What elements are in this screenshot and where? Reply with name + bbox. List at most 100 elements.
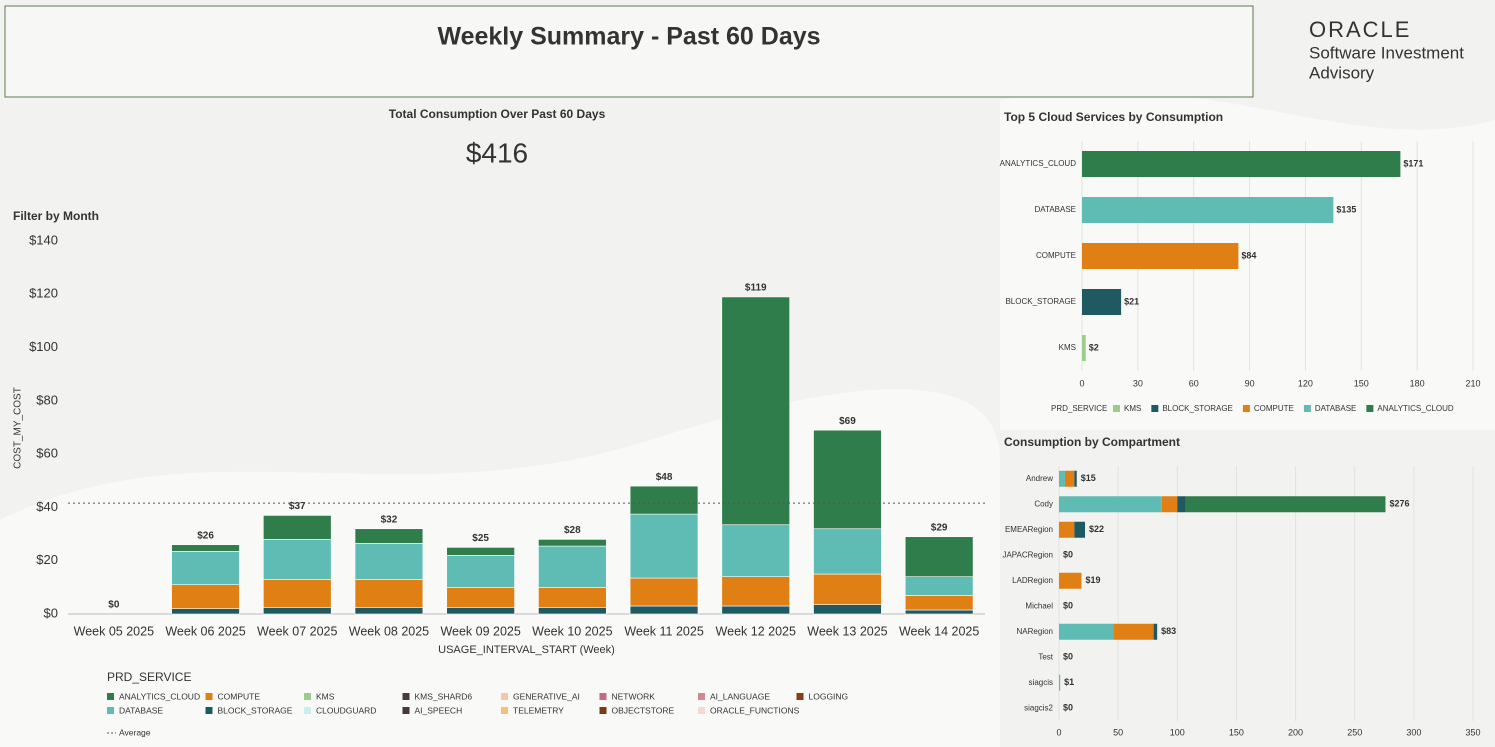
kpi-label: Total Consumption Over Past 60 Days [389,107,606,121]
total-label: $26 [197,530,214,541]
x-tick-label: 0 [1079,378,1084,388]
bar-segment [629,513,699,579]
bar [1082,197,1334,223]
legend-label: LOGGING [809,691,849,701]
y-tick-label: Cody [1034,499,1053,508]
total-label: $0 [1063,703,1073,713]
legend-swatch [501,707,508,714]
legend-swatch [698,707,705,714]
bar-segment [171,608,240,615]
bar [1082,151,1401,177]
bar-segment [263,607,332,615]
legend-swatch [205,693,213,700]
total-label: $1 [1064,677,1074,687]
bar-segment [1177,496,1186,513]
x-tick-label: 150 [1229,727,1244,737]
y-axis-label: COST_MY_COST [13,387,24,469]
legend-swatch [304,707,311,714]
bar-segment [1059,496,1162,513]
legend-label: TELEMETRY [513,705,564,715]
bar-segment [263,515,332,540]
bar-segment [263,539,332,580]
x-axis-label: USAGE_INTERVAL_START (Week) [438,644,615,656]
bar-segment [721,296,790,526]
x-tick-label: Week 10 2025 [532,624,612,638]
legend-label: ORACLE_FUNCTIONS [710,705,800,715]
bar-segment [904,576,974,596]
value-label: $21 [1124,296,1139,306]
filter-label[interactable]: Filter by Month [13,209,99,223]
legend-swatch [796,693,804,700]
chart-title: Consumption by Compartment [1004,435,1180,449]
x-tick-label: Week 05 2025 [74,624,154,638]
bar-segment [538,545,607,588]
legend-title: PRD_SERVICE [1051,404,1107,413]
legend-label: OBJECTSTORE [612,705,675,715]
x-tick-label: Week 14 2025 [899,624,979,638]
legend-swatch [1303,405,1311,412]
y-tick-label: Test [1038,652,1053,661]
legend-swatch [501,693,508,700]
legend-swatch [1151,405,1159,412]
bar-segment [1059,674,1061,691]
bar-segment [354,528,424,544]
bar-segment [1074,470,1077,487]
bar-segment [354,607,424,615]
value-label: $171 [1403,158,1423,168]
x-tick-label: Week 09 2025 [440,624,520,638]
x-tick-label: 120 [1298,378,1313,388]
bar-segment [538,587,607,608]
legend-label: KMS [316,691,335,701]
total-label: $15 [1081,473,1096,483]
legend-swatch [205,707,213,714]
legend-label: BLOCK_STORAGE [1162,404,1233,413]
legend-label: KMS [1124,404,1141,413]
legend-label: CLOUDGUARD [316,705,376,715]
x-tick-label: 210 [1465,378,1480,388]
total-label: $69 [839,416,856,427]
bar-segment [904,536,974,578]
bar-segment [354,579,424,608]
bar-segment [1064,470,1075,487]
y-tick-label: DATABASE [1035,205,1077,214]
y-tick-label: EMEARegion [1005,525,1053,534]
y-tick-label: Andrew [1026,474,1053,483]
bar-segment [538,607,607,615]
legend-swatch [698,693,705,700]
bar-segment [721,576,790,607]
bar-segment [171,584,240,609]
total-label: $83 [1161,626,1176,636]
y-tick-label: BLOCK_STORAGE [1005,297,1076,306]
bar-segment [813,429,882,530]
legend-label: DATABASE [119,705,163,715]
y-tick-label: siagcis [1029,678,1053,687]
bar-segment [171,544,240,552]
y-tick-label: $0 [44,605,58,620]
y-tick-label: COMPUTE [1036,251,1076,260]
bar [1082,243,1239,269]
total-label: $19 [1085,575,1100,585]
y-tick-label: KMS [1059,343,1076,352]
total-label: $0 [1063,550,1073,560]
bar-segment [446,587,515,608]
x-tick-label: 180 [1410,378,1425,388]
y-tick-label: Michael [1025,601,1053,610]
x-tick-label: 350 [1465,727,1480,737]
legend-label: Average [119,727,151,737]
total-label: $28 [564,525,581,536]
total-label: $32 [381,514,398,525]
total-label: $276 [1389,499,1409,509]
legend-label: AI_LANGUAGE [710,691,770,701]
x-tick-label: Week 11 2025 [624,624,704,638]
legend-swatch [304,693,311,700]
bar-segment [813,573,882,605]
bar-segment [629,485,699,515]
x-tick-label: 30 [1133,378,1143,388]
legend-swatch [1366,405,1374,412]
x-tick-label: 250 [1347,727,1362,737]
bar-segment [721,605,790,615]
y-tick-label: $40 [36,499,58,514]
x-tick-label: Week 06 2025 [165,624,245,638]
y-tick-label: siagcis2 [1024,703,1053,712]
